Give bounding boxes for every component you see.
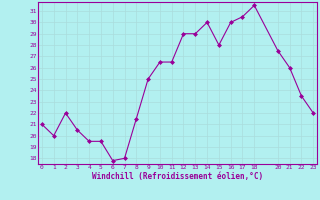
- X-axis label: Windchill (Refroidissement éolien,°C): Windchill (Refroidissement éolien,°C): [92, 172, 263, 181]
